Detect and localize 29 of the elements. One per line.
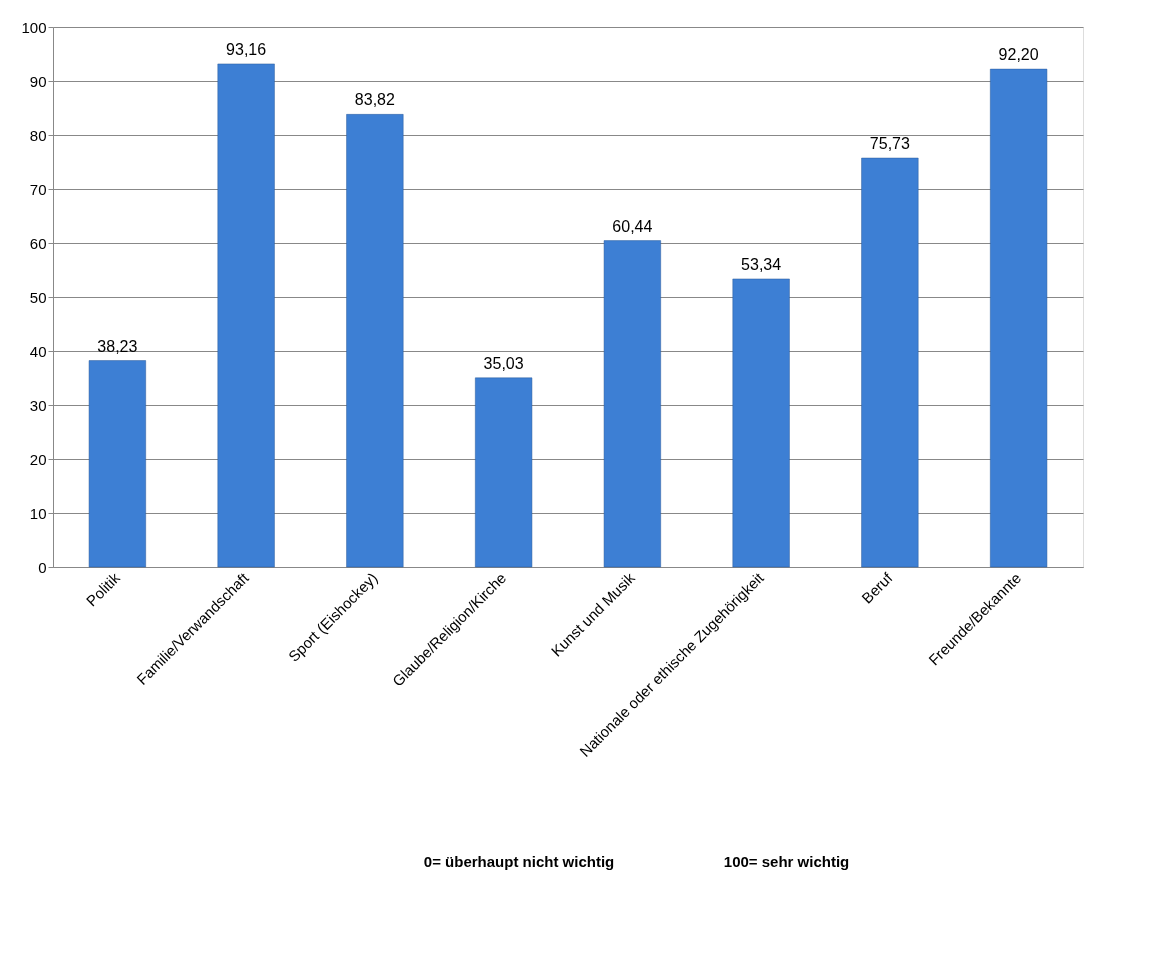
bar bbox=[861, 157, 919, 568]
data-label: 35,03 bbox=[483, 354, 524, 372]
bar bbox=[217, 63, 275, 568]
data-label: 38,23 bbox=[97, 337, 138, 355]
bar bbox=[603, 240, 661, 568]
y-tick-label: 10 bbox=[29, 504, 47, 522]
text: 0= überhaupt nicht wichtig bbox=[423, 853, 615, 870]
bar bbox=[732, 278, 790, 568]
data-label: 83,82 bbox=[354, 91, 395, 109]
data-label: 92,20 bbox=[998, 46, 1039, 64]
y-tick-label: 80 bbox=[29, 126, 47, 144]
y-tick-label: 0 bbox=[38, 558, 47, 576]
bar bbox=[990, 68, 1048, 568]
bar bbox=[475, 377, 533, 568]
y-tick-label: 40 bbox=[29, 342, 47, 360]
y-tick-label: 50 bbox=[29, 288, 47, 306]
bar bbox=[346, 114, 404, 568]
data-label: 75,73 bbox=[869, 135, 910, 153]
y-tick-label: 20 bbox=[29, 450, 47, 468]
data-label: 53,34 bbox=[741, 255, 782, 273]
y-tick-label: 30 bbox=[29, 396, 47, 414]
bar bbox=[88, 360, 146, 568]
y-tick-label: 90 bbox=[29, 72, 47, 90]
data-label: 93,16 bbox=[226, 40, 267, 58]
y-tick-label: 60 bbox=[29, 234, 47, 252]
text: 100= sehr wichtig bbox=[723, 853, 850, 870]
y-tick-label: 100 bbox=[21, 18, 47, 36]
data-label: 60,44 bbox=[612, 217, 653, 235]
y-tick-label: 70 bbox=[29, 180, 47, 198]
